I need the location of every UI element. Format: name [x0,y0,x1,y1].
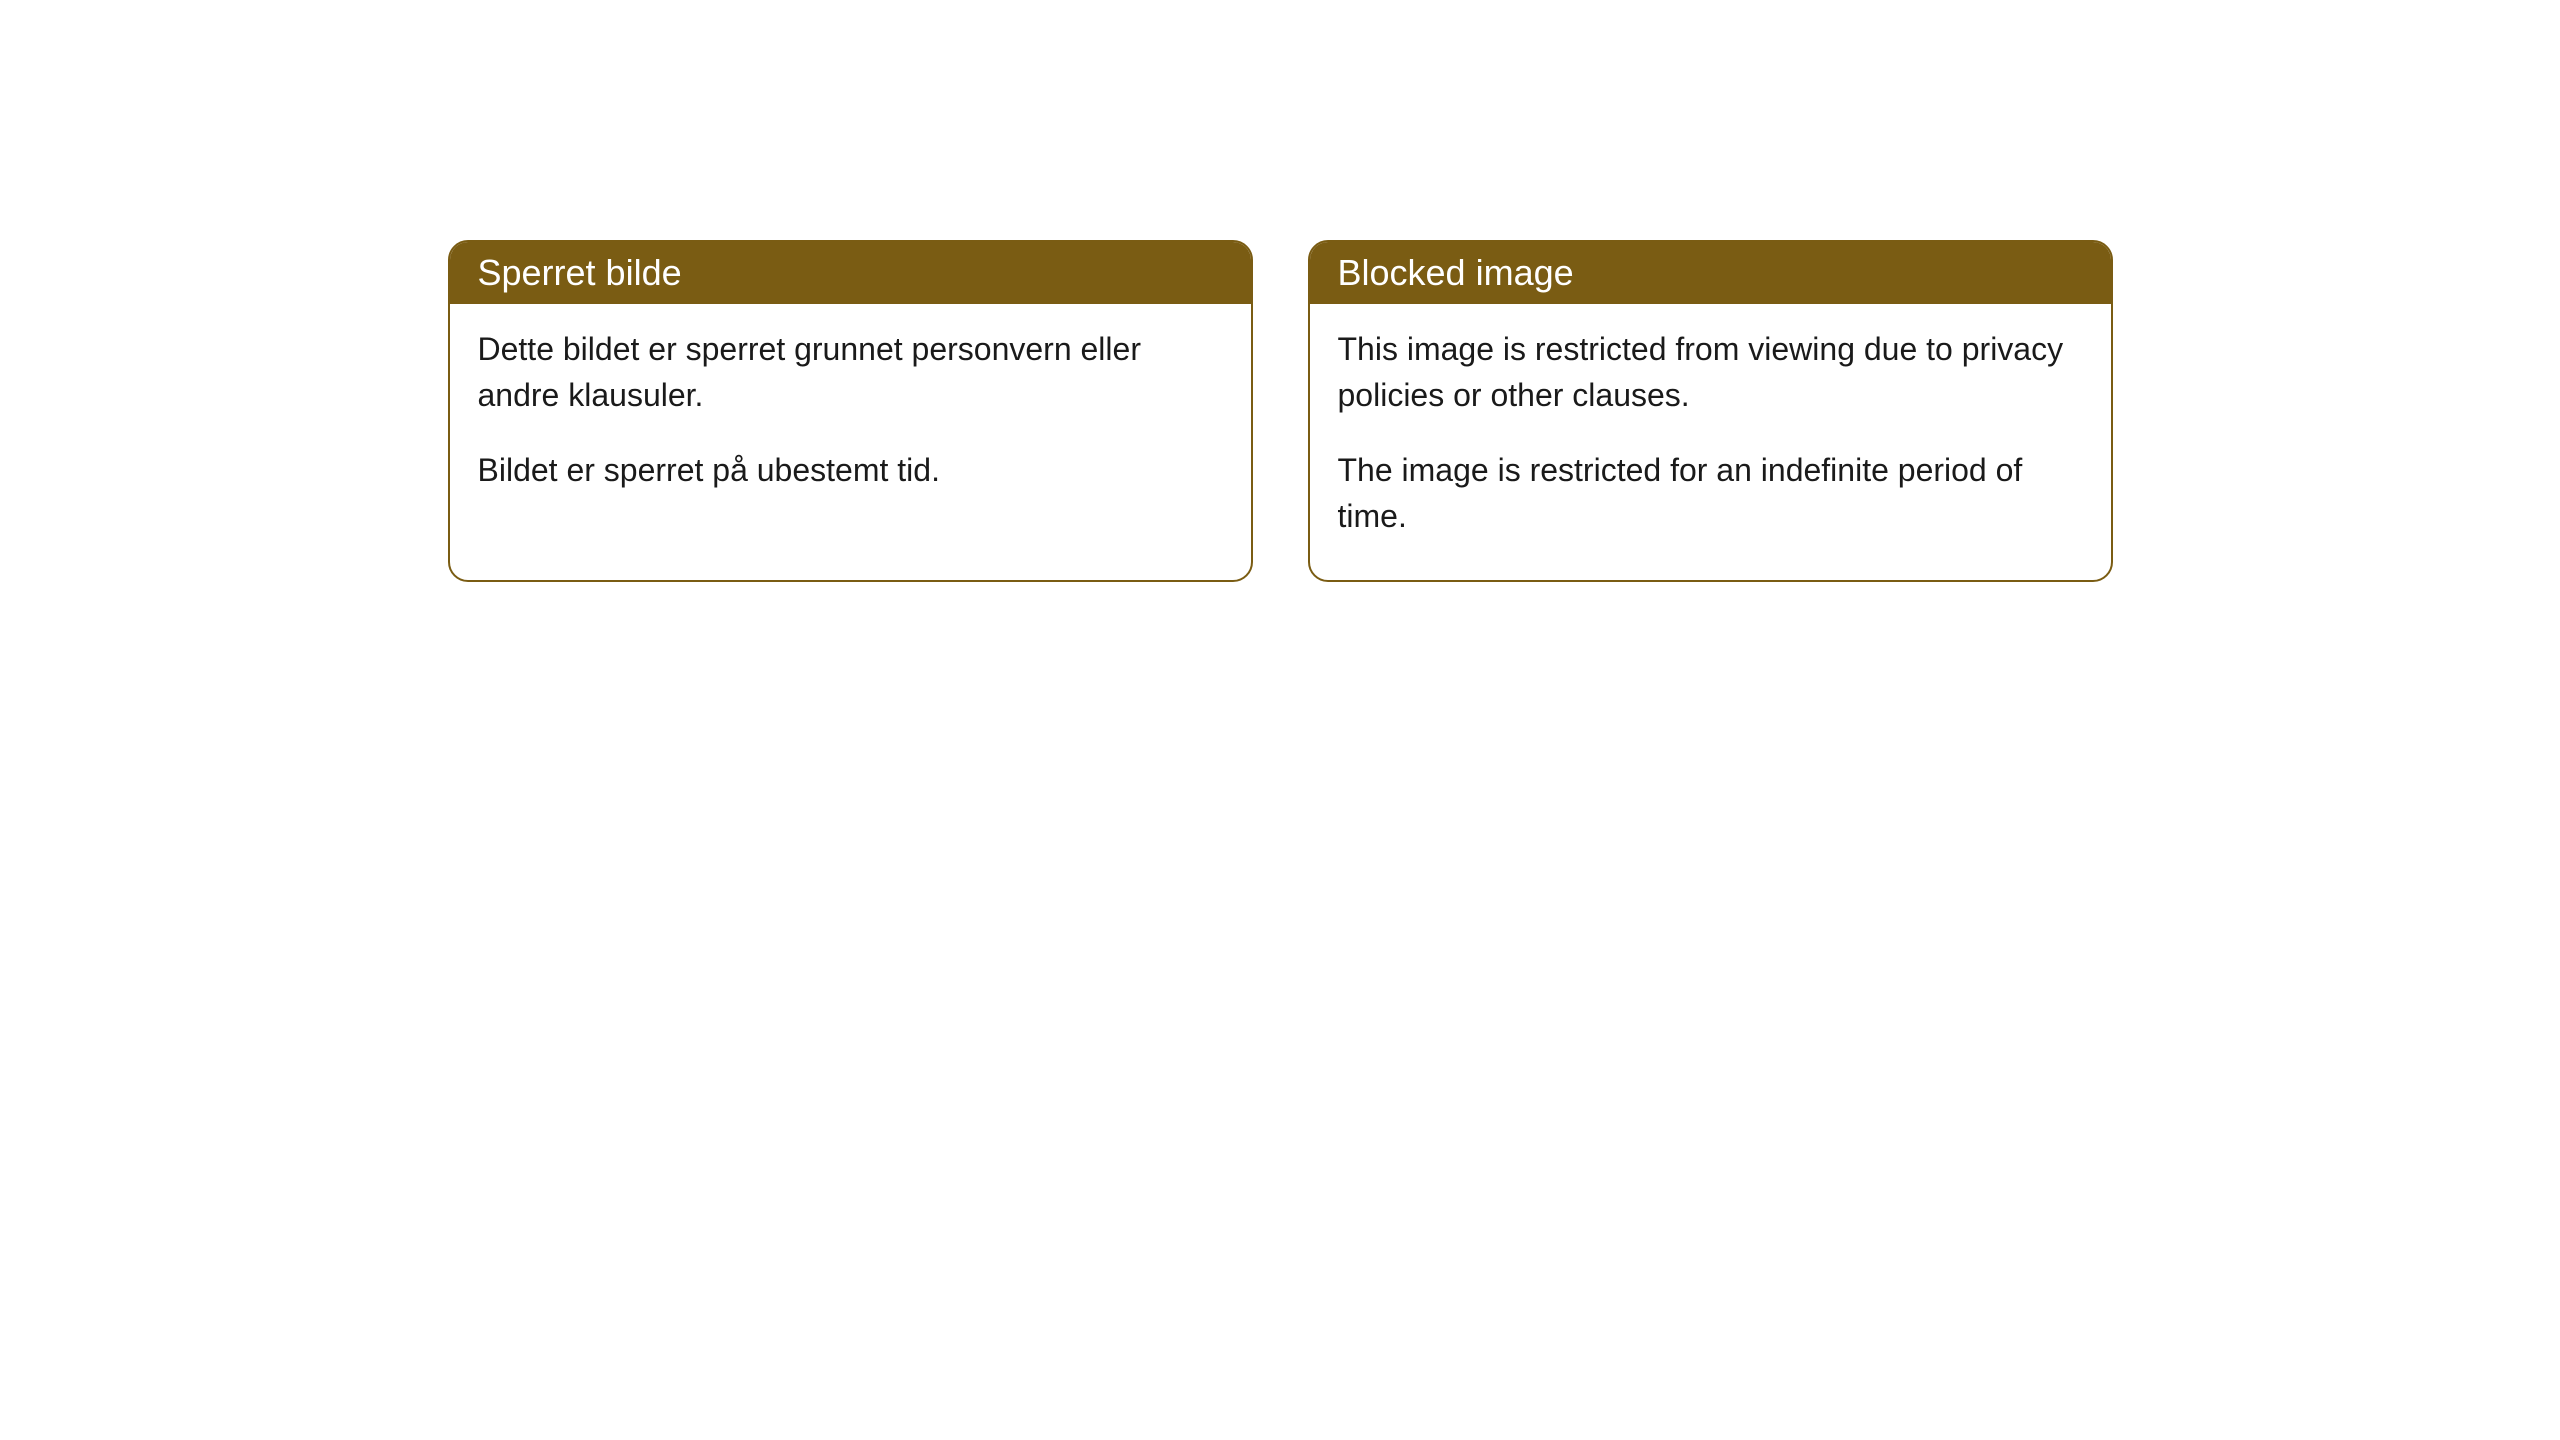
card-header-english: Blocked image [1310,242,2111,304]
cards-container: Sperret bilde Dette bildet er sperret gr… [448,240,2113,582]
card-paragraph-2-english: The image is restricted for an indefinit… [1338,447,2083,540]
card-body-norwegian: Dette bildet er sperret grunnet personve… [450,304,1251,533]
card-english: Blocked image This image is restricted f… [1308,240,2113,582]
card-body-english: This image is restricted from viewing du… [1310,304,2111,580]
card-paragraph-1-english: This image is restricted from viewing du… [1338,326,2083,419]
card-norwegian: Sperret bilde Dette bildet er sperret gr… [448,240,1253,582]
card-paragraph-2-norwegian: Bildet er sperret på ubestemt tid. [478,447,1223,493]
card-header-norwegian: Sperret bilde [450,242,1251,304]
card-paragraph-1-norwegian: Dette bildet er sperret grunnet personve… [478,326,1223,419]
